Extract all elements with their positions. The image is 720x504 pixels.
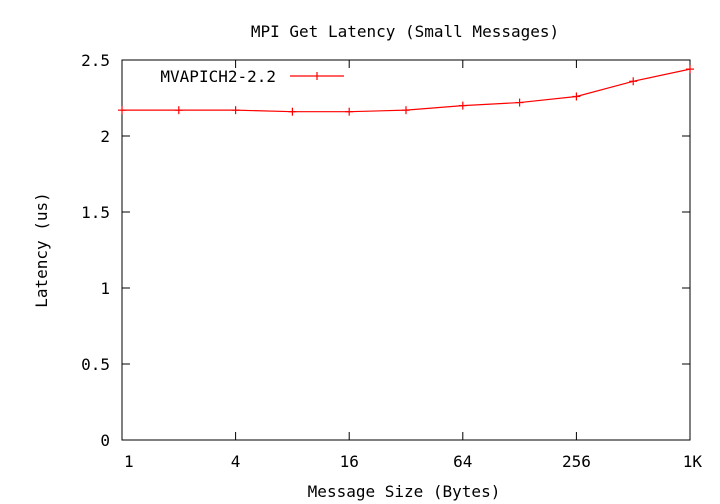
y-tick-label: 2 <box>100 127 110 146</box>
y-tick-label: 1.5 <box>81 203 110 222</box>
legend: MVAPICH2-2.2 <box>160 67 344 86</box>
y-tick-label: 0 <box>100 431 110 450</box>
y-tick-label: 1 <box>100 279 110 298</box>
y-tick-label: 2.5 <box>81 51 110 70</box>
legend-label: MVAPICH2-2.2 <box>160 67 276 86</box>
x-tick-label: 1K <box>683 452 703 471</box>
x-tick-label: 4 <box>231 452 241 471</box>
series-group <box>118 65 694 116</box>
y-axis-label: Latency (us) <box>32 192 51 308</box>
plot-frame <box>121 59 691 441</box>
y-tick-label: 0.5 <box>81 355 110 374</box>
x-tick-label: 1 <box>124 452 134 471</box>
axis-ticks: 0 0.5 1 1.5 2 2.5 1 4 16 64 256 1K <box>81 51 702 471</box>
chart-title: MPI Get Latency (Small Messages) <box>251 22 559 41</box>
x-tick-label: 64 <box>453 452 472 471</box>
x-axis-label: Message Size (Bytes) <box>308 482 501 501</box>
x-tick-label: 256 <box>562 452 591 471</box>
x-tick-label: 16 <box>340 452 359 471</box>
